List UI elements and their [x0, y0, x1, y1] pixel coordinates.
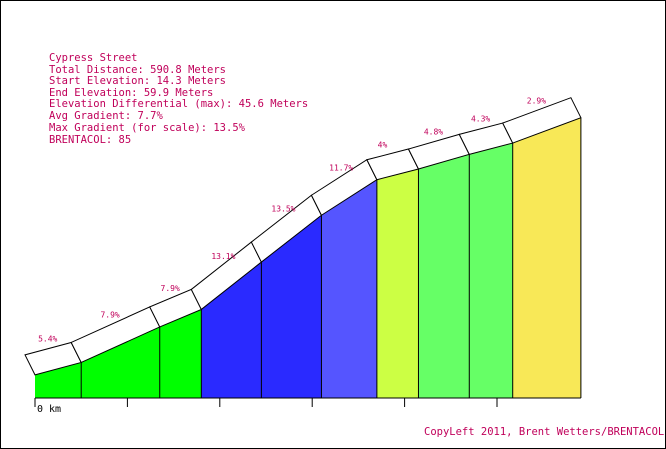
segment-area: [35, 362, 82, 398]
segment-area: [321, 179, 377, 398]
gradient-label: 2.9%: [527, 96, 546, 105]
x-axis: 0 km: [34, 397, 581, 415]
gradient-label: 4%: [378, 140, 388, 149]
gradient-label: 4.3%: [471, 115, 490, 124]
segment-area: [159, 309, 202, 398]
segment-area: [418, 154, 470, 398]
info-line: Total Distance: 590.8 Meters: [49, 64, 226, 76]
info-title: Cypress Street: [49, 52, 138, 64]
copyright-credit: CopyLeft 2011, Brent Wetters/BRENTACOL: [424, 426, 664, 438]
gradient-label: 4.8%: [424, 128, 443, 137]
segment-dividers: [80, 117, 582, 398]
segment-area: [512, 117, 581, 398]
info-line: Avg Gradient: 7.7%: [49, 110, 163, 122]
profile-areas: [35, 117, 581, 398]
segment-area: [81, 326, 160, 398]
segment-area: [469, 143, 513, 398]
x-tick-label: 0 km: [37, 404, 61, 415]
gradient-label: 11.7%: [329, 163, 353, 172]
segment-area: [201, 262, 262, 398]
info-line: Max Gradient (for scale): 13.5%: [49, 122, 246, 134]
gradient-label: 7.9%: [161, 284, 180, 293]
gradient-label: 5.4%: [38, 335, 57, 344]
segment-area: [376, 169, 419, 398]
gradient-label: 7.9%: [100, 311, 119, 320]
info-line: End Elevation: 59.9 Meters: [49, 87, 213, 99]
road-ribbon: [24, 97, 582, 376]
road-segment: [502, 97, 582, 144]
info-block: Cypress Street Total Distance: 590.8 Met…: [49, 52, 308, 146]
info-line: BRENTACOL: 85: [49, 134, 131, 146]
gradient-label: 13.1%: [211, 252, 235, 261]
info-line: Start Elevation: 14.3 Meters: [49, 75, 226, 87]
segment-area: [261, 215, 322, 398]
gradient-labels: 5.4% 7.9% 7.9% 13.1% 13.5% 11.7% 4% 4.8% 4.3% 2.9…: [38, 96, 546, 343]
info-line: Elevation Differential (max): 45.6 Meter…: [49, 98, 308, 110]
gradient-label: 13.5%: [271, 205, 295, 214]
